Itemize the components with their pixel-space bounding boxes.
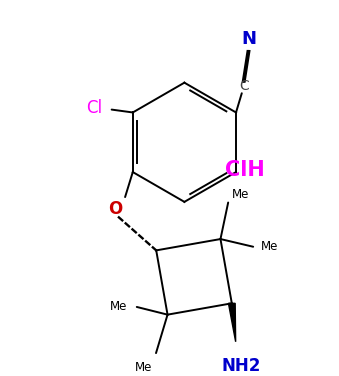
Text: NH2: NH2 [222, 357, 261, 375]
Text: N: N [241, 30, 256, 49]
Text: ClH: ClH [224, 160, 264, 180]
Text: Cl: Cl [86, 99, 102, 117]
Polygon shape [228, 303, 236, 342]
Text: Me: Me [261, 240, 278, 253]
Text: Me: Me [232, 188, 250, 201]
Text: Me: Me [135, 361, 152, 374]
Text: Me: Me [110, 300, 127, 314]
Text: C: C [239, 79, 248, 92]
Text: O: O [108, 200, 123, 218]
